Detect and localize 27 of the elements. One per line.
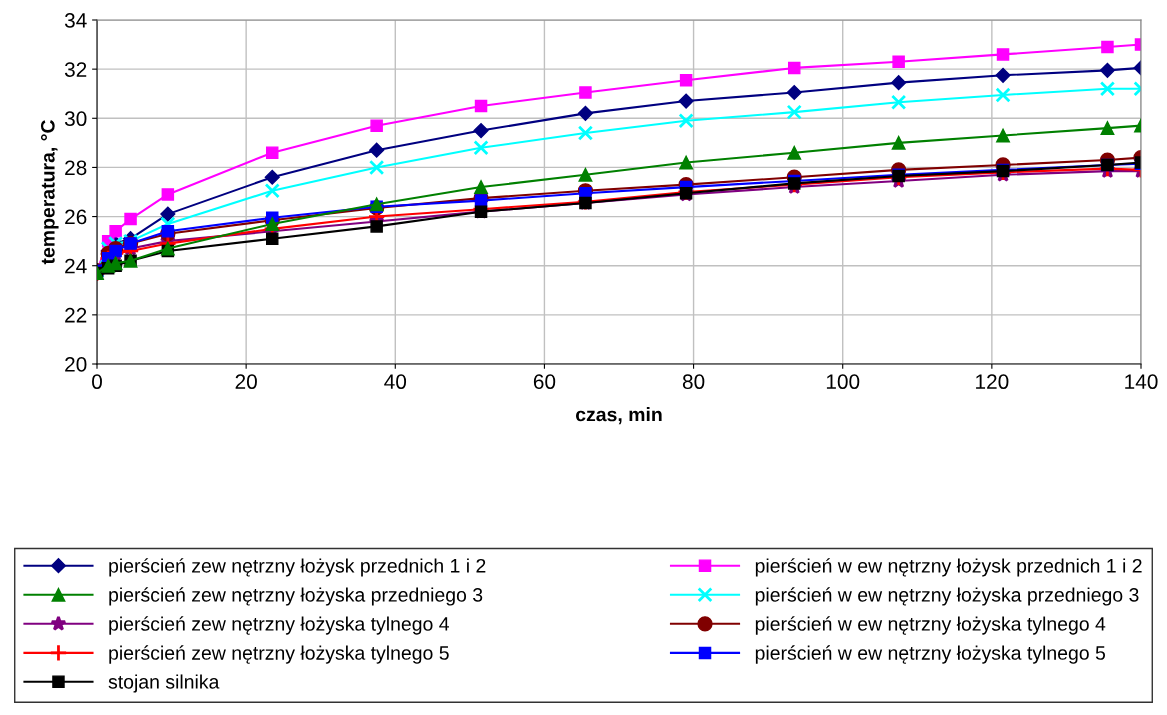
- legend-label: stojan silnika: [108, 674, 220, 693]
- legend-label: pierścień w ew nętrzny łożysk przednich 1 i 2: [755, 558, 1142, 577]
- x-axis-title: czas, min: [575, 407, 662, 425]
- y-axis-title: temperatura, °C: [40, 120, 59, 265]
- x-tick-label: 100: [826, 374, 860, 390]
- legend-label: pierścień zew nętrzny łożysk przednich 1 i 2: [109, 558, 486, 577]
- x-tick-label: 40: [384, 374, 407, 390]
- x-tick-label: 20: [235, 374, 257, 390]
- legend-label: pierścień zew nętrzny łożyska przedniego 3: [109, 587, 483, 606]
- legend-label: pierścień w ew nętrzny łożyska przedniego 3: [755, 587, 1139, 606]
- y-tick-label: 32: [64, 62, 87, 77]
- legend-label: pierścień zew nętrzny łożyska tylnego 4: [109, 616, 450, 635]
- y-tick-label: 34: [64, 13, 87, 28]
- x-tick-label: 80: [682, 374, 705, 390]
- y-tick-label: 26: [65, 209, 87, 225]
- x-tick-label: 140: [1125, 374, 1158, 390]
- legend-label: pierścień w ew nętrzny łożyska tylnego 5: [755, 645, 1106, 664]
- y-tick-label: 20: [65, 357, 87, 372]
- x-tick-label: 0: [92, 374, 102, 390]
- x-tick-label: 120: [976, 374, 1009, 390]
- y-tick-label: 30: [64, 111, 87, 127]
- y-tick-label: 22: [65, 307, 87, 323]
- legend-label: pierścień zew nętrzny łożyska tylnego 5: [109, 645, 449, 664]
- x-tick-label: 60: [533, 374, 556, 390]
- y-tick-label: 28: [65, 160, 87, 176]
- y-tick-label: 24: [65, 258, 87, 274]
- legend-label: pierścień w ew nętrzny łożyska tylnego 4: [755, 616, 1106, 635]
